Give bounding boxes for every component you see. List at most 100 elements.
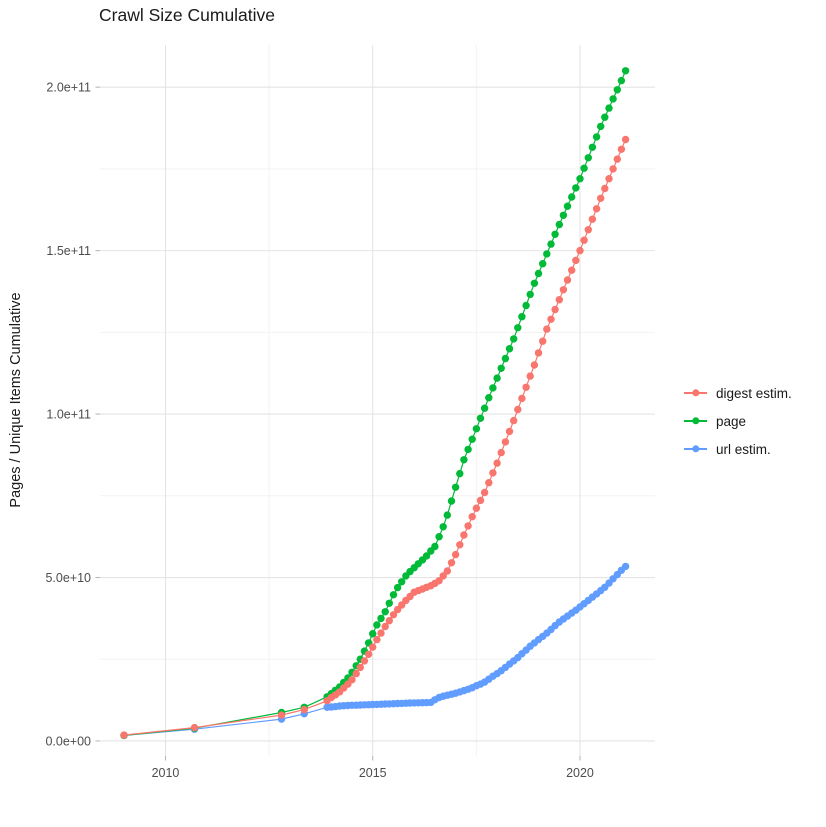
data-point-page — [514, 324, 522, 332]
legend-label-page: page — [716, 413, 747, 429]
data-point-page — [592, 133, 601, 141]
data-point-digest-estim- — [576, 246, 584, 255]
y-tick-label: 1.0e+11 — [46, 407, 91, 421]
data-point-page — [547, 240, 555, 248]
data-point-digest-estim- — [522, 383, 530, 391]
data-point-digest-estim- — [468, 513, 476, 521]
y-tick-label: 2.0e+11 — [46, 80, 91, 94]
legend-key-page — [684, 416, 707, 426]
data-point-page — [501, 354, 510, 363]
data-point-digest-estim- — [497, 448, 505, 457]
legend-key-dot — [691, 389, 700, 397]
data-point-page — [539, 260, 547, 268]
data-point-digest-estim- — [526, 372, 534, 380]
data-point-digest-estim- — [501, 438, 510, 446]
legend-item-digest-estim: digest estim. — [684, 379, 792, 407]
data-point-digest-estim- — [369, 643, 377, 651]
legend-item-page: page — [684, 407, 792, 435]
data-point-digest-estim- — [439, 572, 447, 580]
chart-title: Crawl Size Cumulative — [99, 5, 276, 25]
data-point-page — [576, 175, 584, 183]
data-point-page — [605, 104, 613, 112]
data-point-page — [439, 523, 447, 531]
data-point-page — [597, 122, 605, 131]
data-point-digest-estim- — [460, 531, 468, 539]
data-point-page — [572, 184, 580, 192]
data-point-digest-estim- — [435, 577, 443, 585]
data-point-digest-estim- — [572, 256, 580, 265]
data-point-page — [369, 630, 377, 638]
data-point-digest-estim- — [464, 522, 472, 530]
data-point-digest-estim- — [385, 617, 393, 625]
data-point-digest-estim- — [277, 711, 286, 719]
y-tick-label: 0.0e+00 — [45, 734, 91, 748]
data-point-page — [613, 86, 621, 94]
data-point-digest-estim- — [601, 184, 609, 193]
data-point-page — [588, 143, 597, 151]
x-tick-label: 2015 — [359, 766, 387, 780]
data-point-digest-estim- — [485, 479, 493, 487]
data-point-digest-estim- — [472, 504, 481, 512]
data-point-digest-estim- — [348, 676, 356, 684]
data-point-digest-estim- — [476, 496, 485, 505]
data-point-page — [510, 335, 518, 343]
data-point-digest-estim- — [120, 731, 128, 739]
data-point-digest-estim- — [381, 622, 389, 631]
data-point-page — [398, 578, 406, 586]
data-point-digest-estim- — [480, 488, 489, 497]
data-point-page — [617, 76, 626, 85]
data-point-digest-estim- — [563, 276, 572, 284]
data-point-page — [522, 301, 530, 310]
legend-key-dot — [691, 417, 700, 425]
data-point-digest-estim- — [580, 236, 588, 244]
legend-item-url-estim: url estim. — [684, 435, 792, 463]
data-point-page — [584, 154, 592, 162]
data-point-digest-estim- — [510, 416, 518, 425]
data-point-digest-estim- — [505, 427, 514, 436]
legend-label-digest: digest estim. — [716, 385, 792, 401]
data-point-page — [493, 374, 501, 382]
data-point-digest-estim- — [377, 629, 385, 637]
data-point-digest-estim- — [568, 266, 576, 274]
data-point-page — [526, 290, 534, 299]
data-point-page — [530, 279, 539, 287]
data-point-page — [621, 67, 630, 75]
data-point-page — [456, 469, 464, 478]
data-point-page — [563, 202, 572, 210]
data-point-page — [472, 425, 481, 433]
data-point-page — [568, 193, 576, 201]
data-point-digest-estim- — [555, 296, 563, 304]
data-point-digest-estim- — [597, 194, 605, 202]
data-point-digest-estim- — [534, 349, 543, 357]
data-point-digest-estim- — [489, 469, 497, 477]
data-point-page — [464, 445, 472, 454]
data-point-page — [580, 164, 588, 172]
data-point-page — [393, 583, 402, 592]
data-point-digest-estim- — [493, 459, 501, 467]
data-point-page — [389, 591, 398, 599]
data-point-digest-estim- — [605, 175, 613, 183]
data-point-digest-estim- — [364, 650, 373, 658]
data-point-page — [551, 230, 559, 238]
data-point-digest-estim- — [584, 226, 592, 234]
legend: digest estim. page url estim. — [684, 379, 792, 463]
data-point-page — [476, 414, 485, 422]
data-point-page — [385, 599, 393, 607]
data-point-digest-estim- — [617, 145, 626, 153]
data-point-page — [447, 497, 456, 505]
data-point-digest-estim- — [190, 723, 199, 732]
data-point-page — [381, 608, 389, 616]
data-point-page — [468, 435, 476, 443]
data-point-digest-estim- — [592, 205, 601, 213]
series-line-url-estim- — [123, 565, 627, 736]
data-point-page — [373, 621, 381, 629]
data-point-digest-estim- — [518, 394, 526, 403]
data-point-page — [485, 394, 493, 402]
data-point-digest-estim- — [514, 405, 522, 414]
data-point-page — [555, 220, 563, 229]
data-point-page — [435, 533, 443, 541]
data-point-page — [543, 250, 551, 258]
data-point-digest-estim- — [373, 635, 381, 644]
